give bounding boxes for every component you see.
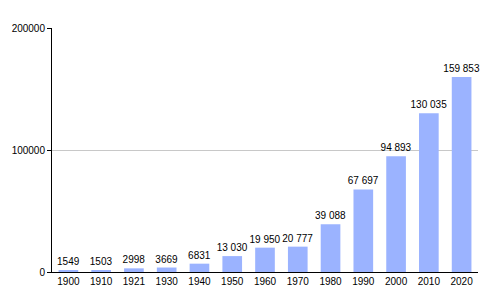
svg-text:2998: 2998: [123, 254, 146, 265]
svg-text:19 950: 19 950: [249, 234, 280, 245]
svg-text:2020: 2020: [450, 276, 473, 287]
svg-text:1921: 1921: [123, 276, 146, 287]
svg-text:6831: 6831: [188, 250, 211, 261]
svg-text:1970: 1970: [287, 276, 310, 287]
svg-text:1910: 1910: [90, 276, 113, 287]
svg-text:67 697: 67 697: [348, 175, 379, 186]
svg-text:1549: 1549: [57, 256, 80, 267]
svg-text:200000: 200000: [12, 23, 46, 34]
svg-text:1940: 1940: [188, 276, 211, 287]
svg-text:130 035: 130 035: [411, 99, 448, 110]
svg-text:1960: 1960: [254, 276, 277, 287]
svg-text:39 088: 39 088: [315, 210, 346, 221]
svg-text:1900: 1900: [57, 276, 80, 287]
svg-text:2010: 2010: [418, 276, 441, 287]
svg-text:13 030: 13 030: [217, 242, 248, 253]
svg-text:94 893: 94 893: [381, 142, 412, 153]
svg-text:1990: 1990: [352, 276, 375, 287]
svg-text:1503: 1503: [90, 256, 113, 267]
svg-text:1930: 1930: [156, 276, 179, 287]
svg-text:3669: 3669: [155, 254, 178, 265]
svg-text:1980: 1980: [319, 276, 342, 287]
svg-text:100000: 100000: [12, 145, 46, 156]
svg-text:159 853: 159 853: [443, 63, 480, 74]
svg-text:1950: 1950: [221, 276, 244, 287]
svg-text:0: 0: [39, 267, 45, 278]
svg-text:2000: 2000: [385, 276, 408, 287]
svg-text:20 777: 20 777: [282, 233, 313, 244]
